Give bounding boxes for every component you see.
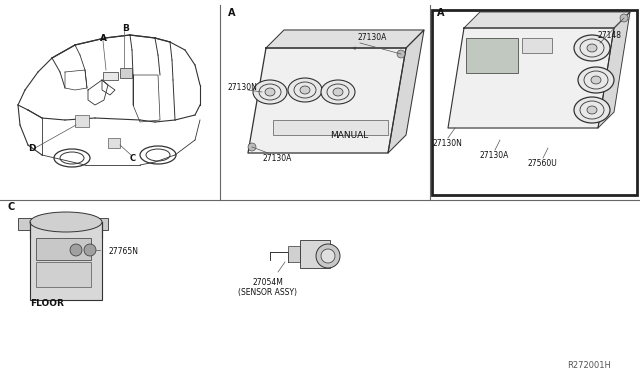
Text: 27560U: 27560U	[528, 158, 557, 167]
Ellipse shape	[578, 67, 614, 93]
Text: 27130A: 27130A	[480, 151, 509, 160]
Ellipse shape	[574, 35, 610, 61]
Polygon shape	[448, 28, 614, 128]
Bar	[36, 238, 91, 260]
Text: 27130A: 27130A	[263, 154, 292, 163]
Text: B: B	[122, 23, 129, 32]
Text: 27130N: 27130N	[228, 83, 258, 92]
Circle shape	[316, 244, 340, 268]
Bar	[36, 262, 91, 287]
Text: C: C	[130, 154, 136, 163]
Text: MANUAL: MANUAL	[330, 131, 368, 140]
Polygon shape	[464, 12, 630, 28]
Text: ◂: ◂	[352, 45, 355, 51]
Text: R272001H: R272001H	[567, 360, 611, 369]
Bar	[273, 120, 388, 135]
Text: FLOOR: FLOOR	[30, 298, 64, 308]
Bar	[75, 115, 89, 127]
Text: 27765N: 27765N	[108, 247, 138, 257]
Ellipse shape	[253, 80, 287, 104]
Circle shape	[84, 244, 96, 256]
Bar	[18, 218, 108, 230]
Text: C: C	[7, 202, 14, 212]
Text: 27130N: 27130N	[433, 138, 463, 148]
Bar	[300, 240, 330, 268]
Polygon shape	[598, 12, 630, 128]
Bar	[120, 68, 132, 78]
Polygon shape	[388, 30, 424, 153]
Ellipse shape	[30, 212, 102, 232]
Text: 27054M
(SENSOR ASSY): 27054M (SENSOR ASSY)	[239, 278, 298, 297]
Circle shape	[321, 249, 335, 263]
Ellipse shape	[587, 106, 597, 114]
Circle shape	[620, 14, 628, 22]
Bar	[288, 246, 300, 262]
Text: A: A	[100, 33, 107, 42]
Text: 27130A: 27130A	[358, 32, 387, 42]
Ellipse shape	[321, 80, 355, 104]
Bar	[466, 38, 518, 73]
Ellipse shape	[333, 88, 343, 96]
Bar	[103, 72, 118, 80]
Ellipse shape	[587, 44, 597, 52]
Bar	[432, 10, 637, 195]
Text: A: A	[228, 8, 236, 18]
Circle shape	[70, 244, 82, 256]
Ellipse shape	[591, 76, 601, 84]
Ellipse shape	[265, 88, 275, 96]
Text: A: A	[437, 8, 445, 18]
Bar	[30, 222, 102, 300]
Circle shape	[248, 143, 256, 151]
Circle shape	[397, 50, 405, 58]
Text: 27148: 27148	[598, 31, 622, 39]
Ellipse shape	[574, 97, 610, 123]
Polygon shape	[266, 30, 424, 48]
Ellipse shape	[288, 78, 322, 102]
Ellipse shape	[300, 86, 310, 94]
Bar	[522, 38, 552, 53]
Text: D: D	[28, 144, 35, 153]
Polygon shape	[248, 48, 406, 153]
Bar	[108, 138, 120, 148]
